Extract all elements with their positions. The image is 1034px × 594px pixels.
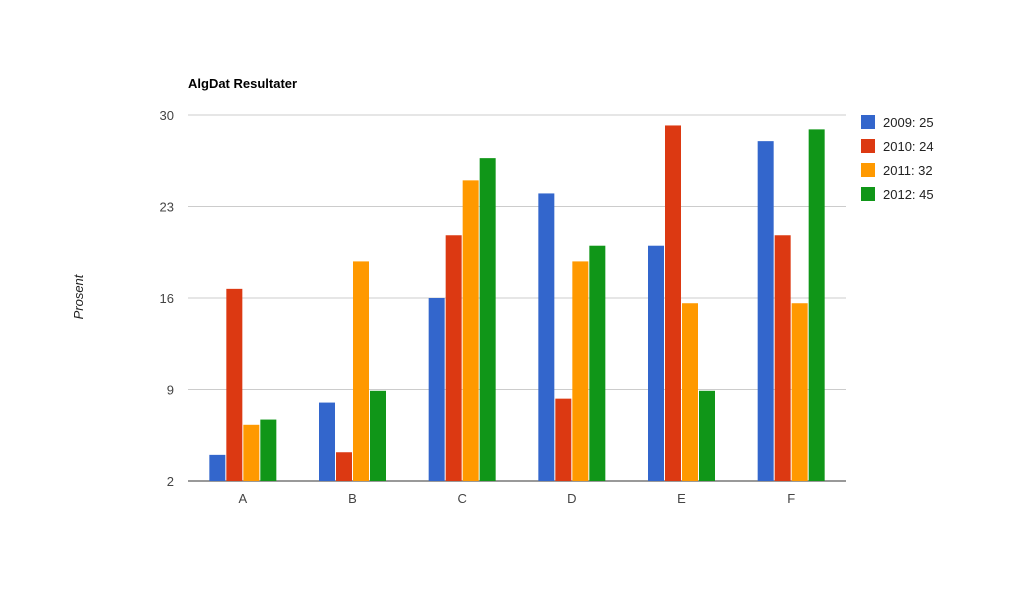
x-tick-label: F xyxy=(787,491,795,506)
bar-a-series-3[interactable] xyxy=(243,424,260,481)
legend-swatch xyxy=(861,163,875,177)
bar-e-series-1[interactable] xyxy=(648,245,664,481)
x-tick-label: B xyxy=(348,491,357,506)
bar-b-series-3[interactable] xyxy=(353,261,369,481)
y-tick-label: 9 xyxy=(167,383,174,398)
bar-c-series-3[interactable] xyxy=(462,180,479,481)
gridlines xyxy=(188,114,846,482)
bar-f-series-2[interactable] xyxy=(774,235,791,481)
bar-a-series-4[interactable] xyxy=(260,419,277,481)
y-tick-label: 23 xyxy=(160,200,174,215)
legend-swatch xyxy=(861,115,875,129)
x-tick-label: D xyxy=(567,491,576,506)
legend-swatch xyxy=(861,187,875,201)
bar-e-series-3[interactable] xyxy=(682,303,698,481)
legend-label: 2009: 25 xyxy=(883,115,934,130)
bars xyxy=(209,125,825,481)
bar-c-series-1[interactable] xyxy=(428,298,445,481)
bar-d-series-1[interactable] xyxy=(538,193,555,481)
bar-f-series-1[interactable] xyxy=(757,141,774,481)
x-tick-label: E xyxy=(677,491,686,506)
bar-c-series-4[interactable] xyxy=(479,158,496,481)
y-tick-label: 30 xyxy=(160,108,174,123)
bar-f-series-3[interactable] xyxy=(791,303,808,481)
bar-e-series-2[interactable] xyxy=(665,125,681,481)
bar-d-series-2[interactable] xyxy=(555,398,572,481)
bar-a-series-1[interactable] xyxy=(209,454,226,481)
legend-label: 2011: 32 xyxy=(883,163,933,178)
y-tick-labels: 2 9 16 23 30 xyxy=(160,108,174,489)
x-tick-labels: A B C D E F xyxy=(238,491,795,506)
bar-b-series-1[interactable] xyxy=(319,402,335,481)
bar-b-series-2[interactable] xyxy=(336,452,352,481)
bar-d-series-3[interactable] xyxy=(572,261,589,481)
legend-swatch xyxy=(861,139,875,153)
legend-label: 2010: 24 xyxy=(883,139,934,154)
chart-title: AlgDat Resultater xyxy=(188,76,297,91)
legend: 2009: 25 2010: 24 2011: 32 2012: 45 xyxy=(861,115,934,202)
bar-e-series-4[interactable] xyxy=(699,390,715,481)
y-tick-label: 2 xyxy=(167,474,174,489)
y-axis-label: Prosent xyxy=(71,273,86,319)
x-tick-label: A xyxy=(238,491,247,506)
x-tick-label: C xyxy=(457,491,466,506)
bar-a-series-2[interactable] xyxy=(226,288,243,481)
bar-c-series-2[interactable] xyxy=(445,235,462,481)
bar-f-series-4[interactable] xyxy=(808,129,825,481)
bar-d-series-4[interactable] xyxy=(589,245,606,481)
y-tick-label: 16 xyxy=(160,291,174,306)
bar-b-series-4[interactable] xyxy=(370,390,386,481)
legend-label: 2012: 45 xyxy=(883,187,934,202)
